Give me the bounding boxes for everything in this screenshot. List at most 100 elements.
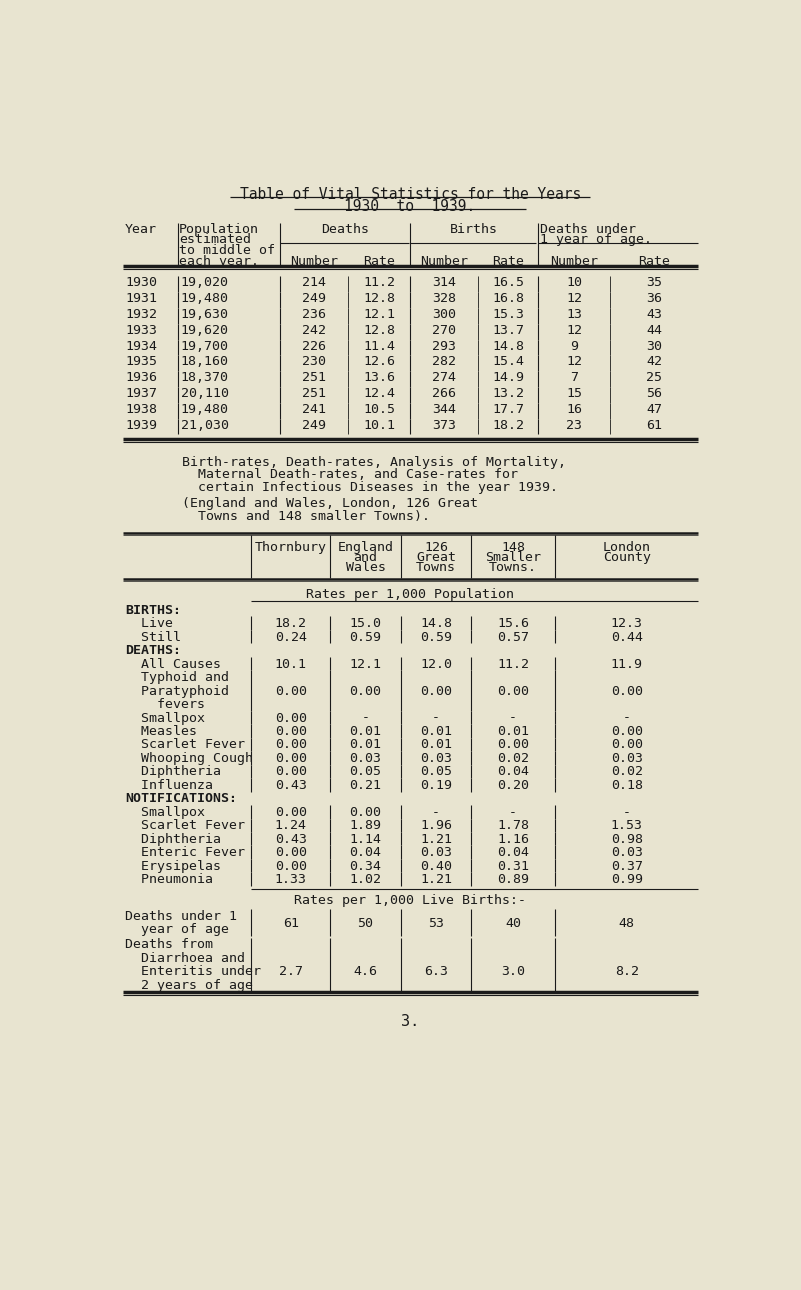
Text: 12: 12 <box>566 324 582 337</box>
Text: 11.2: 11.2 <box>497 658 529 671</box>
Text: 300: 300 <box>433 308 457 321</box>
Text: 251: 251 <box>302 372 326 384</box>
Text: 0.00: 0.00 <box>349 806 381 819</box>
Text: Number: Number <box>290 255 338 268</box>
Text: 0.00: 0.00 <box>275 806 307 819</box>
Text: 6.3: 6.3 <box>424 965 448 978</box>
Text: 19,480: 19,480 <box>181 402 229 415</box>
Text: 0.00: 0.00 <box>610 685 642 698</box>
Text: 30: 30 <box>646 339 662 352</box>
Text: fevers: fevers <box>125 698 205 711</box>
Text: Smallpox: Smallpox <box>125 806 205 819</box>
Text: 15.3: 15.3 <box>492 308 524 321</box>
Text: certain Infectious Diseases in the year 1939.: certain Infectious Diseases in the year … <box>182 480 557 494</box>
Text: Number: Number <box>421 255 469 268</box>
Text: 293: 293 <box>433 339 457 352</box>
Text: 19,480: 19,480 <box>181 293 229 306</box>
Text: Deaths: Deaths <box>321 223 369 236</box>
Text: 12.4: 12.4 <box>363 387 395 400</box>
Text: 0.43: 0.43 <box>275 779 307 792</box>
Text: 1.96: 1.96 <box>420 819 452 832</box>
Text: 0.00: 0.00 <box>275 846 307 859</box>
Text: 1.24: 1.24 <box>275 819 307 832</box>
Text: 0.89: 0.89 <box>497 873 529 886</box>
Text: 19,700: 19,700 <box>181 339 229 352</box>
Text: 0.04: 0.04 <box>497 765 529 778</box>
Text: 11.9: 11.9 <box>610 658 642 671</box>
Text: Scarlet Fever: Scarlet Fever <box>125 819 245 832</box>
Text: 0.21: 0.21 <box>349 779 381 792</box>
Text: 23: 23 <box>566 418 582 432</box>
Text: 0.02: 0.02 <box>610 765 642 778</box>
Text: 0.00: 0.00 <box>610 725 642 738</box>
Text: County: County <box>602 551 650 564</box>
Text: Maternal Death-rates, and Case-rates for: Maternal Death-rates, and Case-rates for <box>182 468 517 481</box>
Text: 0.00: 0.00 <box>275 752 307 765</box>
Text: Towns: Towns <box>416 561 456 574</box>
Text: 230: 230 <box>302 355 326 369</box>
Text: 1930: 1930 <box>125 276 157 289</box>
Text: Smallpox: Smallpox <box>125 712 205 725</box>
Text: 10.1: 10.1 <box>275 658 307 671</box>
Text: 0.05: 0.05 <box>420 765 452 778</box>
Text: NOTIFICATIONS:: NOTIFICATIONS: <box>125 792 237 805</box>
Text: 1.21: 1.21 <box>420 833 452 846</box>
Text: year of age: year of age <box>125 924 229 937</box>
Text: 18.2: 18.2 <box>492 418 524 432</box>
Text: Rates per 1,000 Live Births:-: Rates per 1,000 Live Births:- <box>294 894 526 907</box>
Text: 0.24: 0.24 <box>275 631 307 644</box>
Text: Pneumonia: Pneumonia <box>125 873 213 886</box>
Text: 1938: 1938 <box>125 402 157 415</box>
Text: Erysipelas: Erysipelas <box>125 859 221 873</box>
Text: -: - <box>622 806 630 819</box>
Text: Still: Still <box>125 631 181 644</box>
Text: 0.01: 0.01 <box>349 725 381 738</box>
Text: England: England <box>337 541 393 553</box>
Text: Deaths under 1: Deaths under 1 <box>125 909 237 922</box>
Text: 16.5: 16.5 <box>492 276 524 289</box>
Text: Diphtheria: Diphtheria <box>125 833 221 846</box>
Text: 15.4: 15.4 <box>492 355 524 369</box>
Text: 0.98: 0.98 <box>610 833 642 846</box>
Text: 1933: 1933 <box>125 324 157 337</box>
Text: 249: 249 <box>302 293 326 306</box>
Text: Diarrhoea and: Diarrhoea and <box>125 952 245 965</box>
Text: 12.1: 12.1 <box>349 658 381 671</box>
Text: 0.37: 0.37 <box>610 859 642 873</box>
Text: 0.04: 0.04 <box>497 846 529 859</box>
Text: Birth-rates, Death-rates, Analysis of Mortality,: Birth-rates, Death-rates, Analysis of Mo… <box>182 455 566 468</box>
Text: 42: 42 <box>646 355 662 369</box>
Text: 40: 40 <box>505 916 521 930</box>
Text: 314: 314 <box>433 276 457 289</box>
Text: 43: 43 <box>646 308 662 321</box>
Text: 274: 274 <box>433 372 457 384</box>
Text: 0.01: 0.01 <box>497 725 529 738</box>
Text: 0.19: 0.19 <box>420 779 452 792</box>
Text: Rate: Rate <box>492 255 524 268</box>
Text: 1.02: 1.02 <box>349 873 381 886</box>
Text: 18,370: 18,370 <box>181 372 229 384</box>
Text: 0.00: 0.00 <box>420 685 452 698</box>
Text: 12.8: 12.8 <box>363 293 395 306</box>
Text: 0.00: 0.00 <box>275 765 307 778</box>
Text: 12: 12 <box>566 355 582 369</box>
Text: 1937: 1937 <box>125 387 157 400</box>
Text: 0.01: 0.01 <box>349 738 381 752</box>
Text: 15.0: 15.0 <box>349 617 381 631</box>
Text: 44: 44 <box>646 324 662 337</box>
Text: Deaths from: Deaths from <box>125 938 213 951</box>
Text: 13.2: 13.2 <box>492 387 524 400</box>
Text: BIRTHS:: BIRTHS: <box>125 604 181 617</box>
Text: 1931: 1931 <box>125 293 157 306</box>
Text: -: - <box>432 806 440 819</box>
Text: 4.6: 4.6 <box>353 965 377 978</box>
Text: Smaller: Smaller <box>485 551 541 564</box>
Text: 270: 270 <box>433 324 457 337</box>
Text: 0.01: 0.01 <box>420 738 452 752</box>
Text: Births: Births <box>450 223 498 236</box>
Text: Towns and 148 smaller Towns).: Towns and 148 smaller Towns). <box>182 510 429 522</box>
Text: 12.6: 12.6 <box>363 355 395 369</box>
Text: -: - <box>432 712 440 725</box>
Text: 344: 344 <box>433 402 457 415</box>
Text: 0.00: 0.00 <box>497 738 529 752</box>
